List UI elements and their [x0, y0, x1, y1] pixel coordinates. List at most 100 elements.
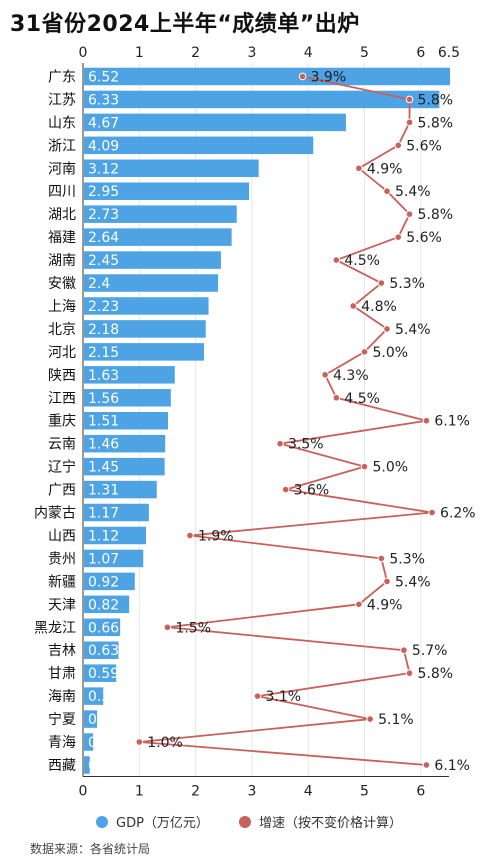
- category-label: 陕西: [48, 368, 76, 384]
- category-label: 黑龙江: [34, 620, 76, 636]
- bar-value-label: 0.12: [88, 758, 119, 774]
- growth-point: [163, 623, 172, 632]
- growth-label: 5.6%: [406, 138, 442, 154]
- x-tick-label-top: 5: [360, 45, 369, 61]
- bar: [84, 641, 119, 659]
- bar-value-label: 1.45: [88, 460, 119, 476]
- growth-label: 4.5%: [344, 391, 380, 407]
- growth-point: [253, 692, 262, 700]
- growth-label: 4.8%: [361, 299, 397, 315]
- growth-point: [349, 302, 358, 310]
- x-tick-label-bottom: 5: [360, 783, 369, 799]
- growth-label: 6.2%: [440, 506, 476, 522]
- growth-point: [360, 348, 369, 356]
- bar: [84, 733, 94, 751]
- category-label: 宁夏: [48, 711, 76, 728]
- growth-label: 5.0%: [373, 345, 409, 361]
- bar-value-label: 2.23: [88, 299, 119, 315]
- bar: [84, 113, 346, 132]
- growth-label: 5.0%: [373, 460, 409, 476]
- bar-value-label: 1.12: [88, 528, 119, 544]
- bar: [84, 136, 314, 155]
- bar-value-label: 2.73: [88, 207, 119, 223]
- growth-label: 1.9%: [198, 528, 234, 544]
- bar-value-label: 2.4: [88, 276, 110, 292]
- bar: [84, 205, 237, 223]
- growth-label: 5.4%: [395, 322, 431, 338]
- bar: [84, 526, 147, 545]
- growth-label: 3.6%: [294, 483, 330, 499]
- growth-label: 5.4%: [395, 184, 431, 200]
- bar: [84, 366, 175, 384]
- category-label: 广西: [48, 483, 76, 499]
- growth-point: [281, 485, 290, 494]
- category-label: 河南: [48, 161, 76, 177]
- bar-value-label: 2.95: [88, 184, 119, 200]
- growth-label: 6.1%: [434, 414, 470, 430]
- bar: [84, 159, 259, 178]
- bar: [84, 434, 166, 453]
- growth-label: 5.3%: [389, 276, 425, 292]
- x-tick-label-bottom: 4: [304, 783, 313, 799]
- bar: [84, 664, 117, 682]
- bar: [84, 67, 451, 86]
- growth-point: [135, 738, 144, 746]
- bar: [84, 297, 209, 315]
- category-label: 上海: [48, 299, 76, 315]
- growth-label: 5.1%: [378, 712, 414, 728]
- bar: [84, 687, 104, 705]
- bar-value-label: 1.07: [88, 551, 119, 567]
- growth-point: [428, 508, 436, 517]
- category-label: 安徽: [48, 276, 76, 292]
- growth-point: [383, 325, 391, 333]
- chart-title: 31省份2024上半年“成绩单”出炉: [10, 12, 360, 37]
- growth-label: 3.1%: [266, 689, 302, 705]
- category-label: 湖南: [48, 253, 76, 269]
- bar-value-label: 1.56: [88, 391, 119, 407]
- bar-value-label: 6.33: [88, 92, 119, 108]
- growth-point: [394, 141, 403, 150]
- growth-point: [405, 118, 414, 127]
- bar-value-label: 0.25: [88, 712, 119, 728]
- bar-value-label: 0.63: [88, 643, 119, 659]
- x-tick-label-bottom: 6: [416, 783, 425, 799]
- growth-point: [383, 577, 391, 586]
- legend: GDP（万亿元） 增速（按不变价格计算）: [96, 812, 402, 831]
- bar-value-label: 2.15: [88, 345, 119, 361]
- x-tick-label-top: 6: [416, 45, 425, 61]
- growth-label: 5.6%: [406, 230, 442, 246]
- bar: [84, 756, 90, 774]
- growth-label: 5.8%: [418, 666, 454, 682]
- growth-point: [405, 95, 414, 104]
- bar: [84, 228, 232, 246]
- bar: [84, 549, 144, 568]
- growth-point: [186, 531, 194, 540]
- data-source: 数据来源：各省统计局: [30, 842, 151, 856]
- category-label: 贵州: [48, 551, 76, 567]
- category-label: 山东: [48, 115, 76, 131]
- bar-value-label: 3.12: [88, 161, 119, 177]
- x-tick-label-top: 4: [304, 45, 313, 61]
- growth-point: [377, 554, 386, 563]
- bar: [84, 251, 221, 269]
- bar-value-label: 1.46: [88, 437, 119, 453]
- growth-label: 4.3%: [333, 368, 369, 384]
- growth-point: [405, 669, 414, 677]
- category-label: 北京: [48, 322, 76, 338]
- category-label: 山西: [48, 528, 76, 544]
- x-tick-label-top: 1: [135, 45, 144, 61]
- growth-label: 5.7%: [412, 643, 448, 659]
- bar: [84, 595, 130, 614]
- x-tick-label-top: 6.5: [438, 45, 460, 61]
- bar-value-label: 0.18: [88, 735, 119, 751]
- growth-point: [332, 393, 341, 402]
- growth-label: 5.4%: [395, 574, 431, 590]
- bar-value-label: 1.63: [88, 368, 119, 384]
- category-label: 四川: [48, 184, 76, 200]
- growth-point: [276, 439, 284, 448]
- legend-label-growth: 增速（按不变价格计算）: [258, 816, 402, 831]
- growth-label: 1.5%: [175, 620, 211, 636]
- category-label: 天津: [48, 597, 76, 613]
- growth-label: 5.8%: [418, 92, 454, 108]
- growth-point: [383, 187, 391, 196]
